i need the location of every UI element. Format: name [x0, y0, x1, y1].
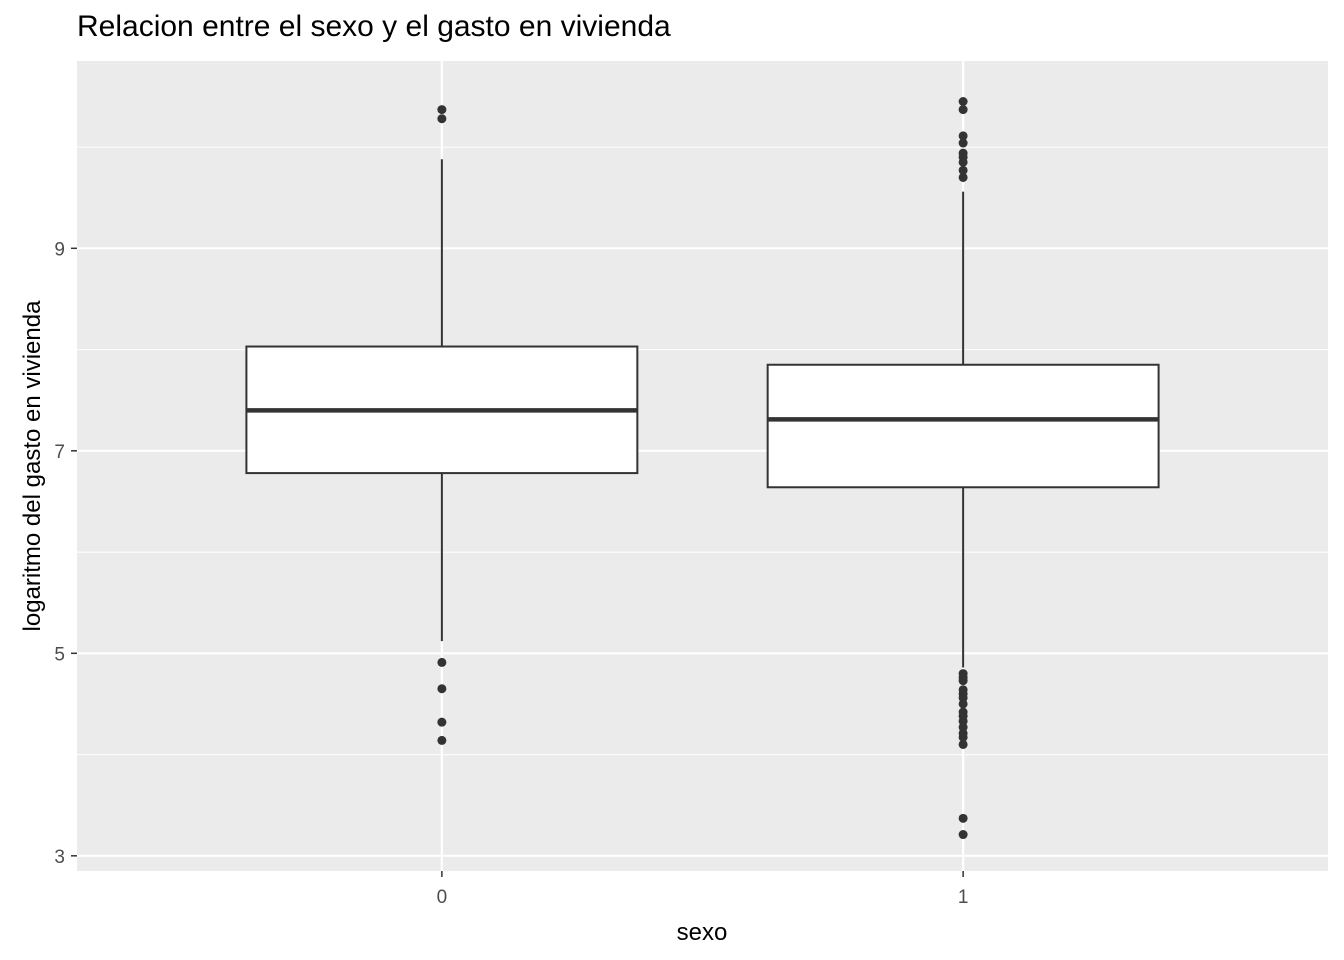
outlier-point [437, 684, 447, 694]
y-tick-label: 5 [54, 644, 65, 665]
outlier-point [958, 830, 968, 840]
outlier-point [958, 157, 968, 167]
outlier-point [958, 739, 968, 749]
x-tick-label: 0 [437, 887, 448, 908]
outlier-point [958, 165, 968, 175]
outlier-point [958, 138, 968, 148]
outlier-point [437, 105, 447, 115]
outlier-point [958, 172, 968, 182]
outlier-point [437, 657, 447, 667]
outlier-point [437, 717, 447, 727]
outlier-point [958, 131, 968, 141]
outlier-point [958, 97, 968, 106]
y-tick-label: 9 [54, 239, 65, 260]
y-tick-label: 7 [54, 442, 65, 463]
y-axis-title: logaritmo del gasto en vivienda [19, 300, 46, 632]
axis-layer: 3 5 7 9 0 1 [54, 239, 968, 908]
outlier-point [437, 114, 447, 124]
x-tick-label: 1 [958, 887, 969, 908]
outlier-point [437, 735, 447, 745]
box-layer [245, 97, 1160, 840]
outlier-point [958, 105, 968, 115]
box-1 [766, 97, 1160, 840]
outlier-point [958, 732, 968, 742]
box-0 [245, 105, 639, 745]
outlier-point [958, 699, 968, 709]
iqr-box [766, 363, 1160, 489]
outlier-point [958, 676, 968, 686]
chart-title: Relacion entre el sexo y el gasto en viv… [77, 10, 671, 43]
outlier-point [958, 813, 968, 823]
y-tick-label: 3 [54, 847, 65, 868]
x-axis-title: sexo [677, 919, 728, 946]
